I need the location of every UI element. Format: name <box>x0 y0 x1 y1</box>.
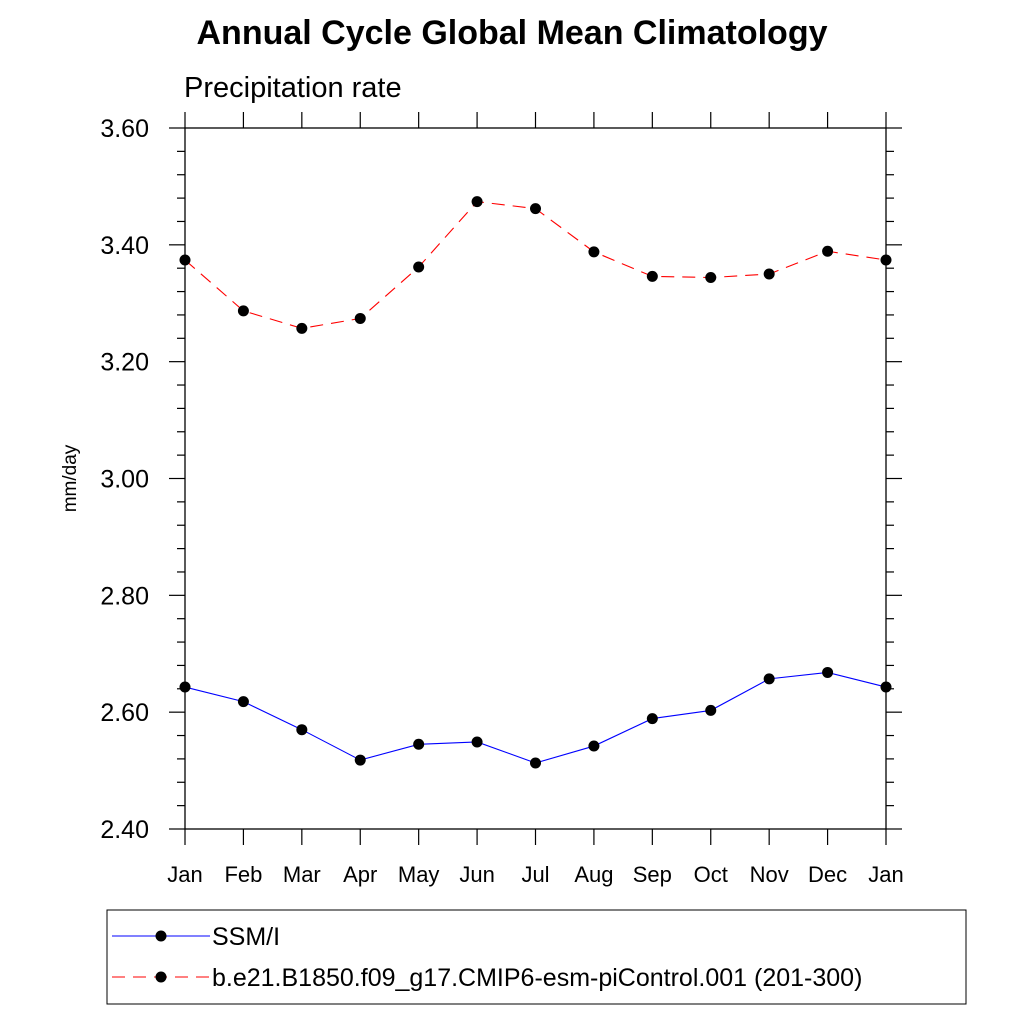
data-point <box>705 272 717 284</box>
data-point <box>413 261 425 273</box>
legend-label: b.e21.B1850.f09_g17.CMIP6-esm-piControl.… <box>212 964 862 992</box>
legend-marker <box>155 971 167 983</box>
x-tick-label: May <box>398 862 440 887</box>
x-tick-label: Nov <box>750 862 789 887</box>
data-point <box>530 203 541 215</box>
data-point <box>880 254 892 266</box>
x-tick-label: Mar <box>283 862 321 887</box>
y-tick-label: 3.20 <box>100 349 149 377</box>
x-tick-label: Dec <box>808 862 847 887</box>
x-tick-label: Sep <box>633 862 672 887</box>
series-line <box>184 201 887 329</box>
data-point <box>646 270 658 282</box>
series-1 <box>179 666 892 769</box>
y-tick-label: 2.40 <box>100 816 149 844</box>
x-tick-label: Jun <box>459 862 494 887</box>
y-tick-label: 2.60 <box>100 699 149 727</box>
y-tick-label: 2.80 <box>100 582 149 610</box>
data-point <box>822 666 834 678</box>
data-point <box>237 696 249 708</box>
axes: 2.40 2.60 2.80 3.00 3.20 3.40 3.60 Jan Feb Mar Apr… <box>60 112 904 887</box>
y-axis-label: mm/day <box>60 444 81 512</box>
data-point <box>471 196 483 208</box>
data-point <box>296 322 308 334</box>
series-line <box>184 671 887 764</box>
data-point <box>588 740 600 752</box>
data-point <box>471 736 483 748</box>
x-tick-label: Apr <box>343 862 377 887</box>
legend-marker <box>155 930 167 942</box>
data-point <box>354 754 366 766</box>
chart-subtitle: Precipitation rate <box>184 72 402 104</box>
legend-box <box>106 909 967 1005</box>
legend-label: SSM/I <box>212 923 280 951</box>
data-point <box>296 724 308 736</box>
data-point <box>705 704 717 716</box>
x-tick-label: Oct <box>694 862 728 887</box>
x-tick-label: Feb <box>224 862 262 887</box>
series-2 <box>179 196 892 334</box>
series-layer <box>179 196 892 769</box>
x-tick-label: Jan <box>868 862 903 887</box>
x-tick-label: Jan <box>167 862 202 887</box>
data-point <box>179 254 191 266</box>
data-point <box>646 713 658 725</box>
data-point <box>763 673 775 685</box>
x-tick-label: Jul <box>521 862 549 887</box>
data-point <box>530 757 541 769</box>
data-point <box>588 246 600 258</box>
y-tick-label: 3.00 <box>100 466 149 494</box>
data-point <box>413 738 425 750</box>
data-point <box>880 681 892 693</box>
data-point <box>822 245 834 257</box>
data-point <box>354 312 366 324</box>
legend: SSM/I b.e21.B1850.f09_g17.CMIP6-esm-piCon… <box>106 909 967 1005</box>
y-tick-label: 3.40 <box>100 232 149 260</box>
data-point <box>763 268 775 280</box>
x-tick-label: Aug <box>574 862 613 887</box>
chart-title: Annual Cycle Global Mean Climatology <box>196 14 828 52</box>
data-point <box>179 681 191 693</box>
data-point <box>237 305 249 317</box>
y-tick-label: 3.60 <box>100 115 149 143</box>
